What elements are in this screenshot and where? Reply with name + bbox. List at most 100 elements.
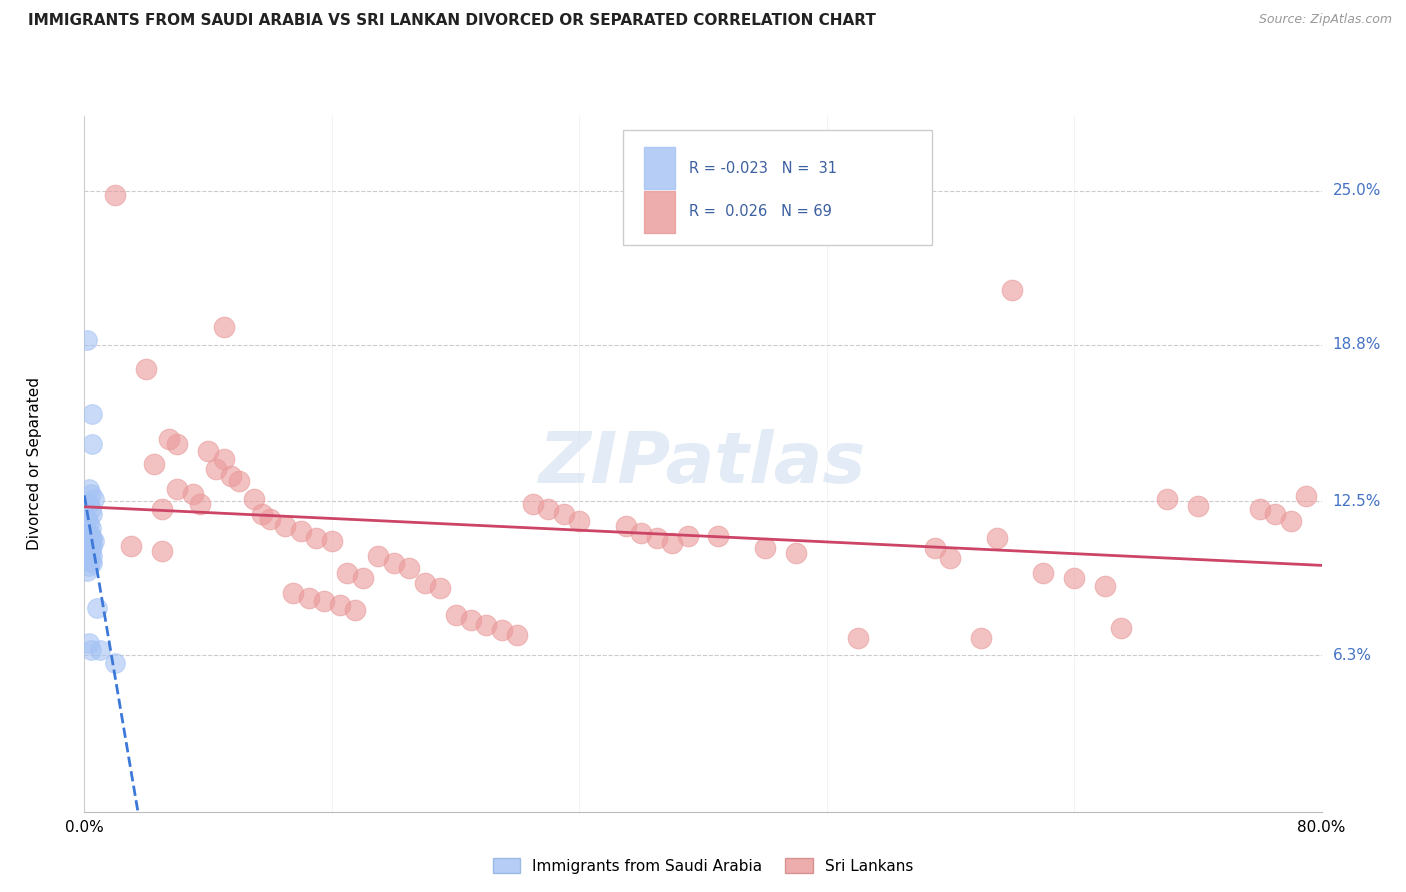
Point	[506, 628, 529, 642]
Point	[475, 618, 498, 632]
Point	[76, 564, 98, 578]
Point	[290, 524, 312, 538]
Point	[343, 603, 366, 617]
Point	[79, 486, 101, 500]
Point	[297, 591, 319, 605]
Point	[676, 529, 699, 543]
Point	[77, 551, 100, 566]
Point	[212, 451, 235, 466]
Point	[413, 576, 436, 591]
Point	[79, 501, 101, 516]
Point	[924, 541, 946, 556]
Point	[336, 566, 359, 581]
Point	[76, 511, 98, 525]
Point	[1032, 566, 1054, 581]
Text: Source: ZipAtlas.com: Source: ZipAtlas.com	[1258, 13, 1392, 27]
Point	[522, 497, 544, 511]
Point	[259, 511, 281, 525]
Point	[537, 501, 560, 516]
Point	[79, 554, 101, 568]
Point	[79, 536, 101, 550]
Point	[1001, 283, 1024, 297]
Point	[219, 469, 242, 483]
Point	[321, 533, 343, 548]
Point	[785, 546, 807, 560]
Text: 25.0%: 25.0%	[1333, 183, 1381, 198]
Point	[281, 586, 305, 600]
Point	[846, 631, 869, 645]
Point	[104, 188, 127, 202]
Point	[614, 519, 637, 533]
Point	[305, 532, 328, 546]
Point	[82, 556, 104, 570]
Point	[77, 636, 100, 650]
Point	[939, 551, 962, 566]
Point	[352, 571, 374, 585]
Point	[1109, 621, 1132, 635]
Point	[82, 532, 104, 546]
Text: 18.8%: 18.8%	[1333, 337, 1381, 352]
Point	[205, 462, 228, 476]
Point	[188, 497, 211, 511]
Point	[83, 533, 105, 548]
Point	[143, 457, 166, 471]
Point	[77, 558, 100, 573]
Point	[166, 437, 188, 451]
Point	[1249, 501, 1271, 516]
Point	[197, 444, 219, 458]
Point	[1156, 491, 1178, 506]
Point	[79, 529, 101, 543]
Point	[367, 549, 389, 563]
Point	[553, 507, 575, 521]
FancyBboxPatch shape	[623, 130, 932, 244]
Text: 6.3%: 6.3%	[1333, 648, 1372, 663]
Point	[89, 643, 111, 657]
Point	[82, 437, 104, 451]
Point	[444, 608, 467, 623]
Point	[166, 482, 188, 496]
Point	[754, 541, 776, 556]
Point	[274, 519, 297, 533]
Point	[382, 556, 405, 570]
Point	[1187, 499, 1209, 513]
Point	[82, 507, 104, 521]
Point	[181, 486, 204, 500]
Point	[460, 614, 482, 628]
Point	[159, 432, 180, 446]
Point	[150, 544, 173, 558]
Point	[328, 599, 352, 613]
Point	[86, 601, 108, 615]
Point	[79, 521, 101, 535]
Text: R =  0.026   N = 69: R = 0.026 N = 69	[689, 204, 832, 219]
Point	[243, 491, 266, 506]
Point	[82, 539, 104, 553]
Point	[250, 507, 273, 521]
Point	[79, 643, 101, 657]
Point	[212, 320, 235, 334]
Point	[83, 491, 105, 506]
Point	[1295, 489, 1317, 503]
Point	[986, 532, 1008, 546]
Point	[135, 362, 157, 376]
Point	[77, 526, 100, 541]
Point	[707, 529, 730, 543]
Text: Divorced or Separated: Divorced or Separated	[27, 377, 42, 550]
FancyBboxPatch shape	[644, 147, 675, 189]
Point	[120, 539, 142, 553]
Point	[77, 482, 100, 496]
Point	[77, 541, 100, 556]
Text: ZIPatlas: ZIPatlas	[540, 429, 866, 499]
Point	[79, 544, 101, 558]
Legend: Immigrants from Saudi Arabia, Sri Lankans: Immigrants from Saudi Arabia, Sri Lankan…	[486, 852, 920, 880]
Point	[1279, 514, 1302, 528]
Point	[630, 526, 652, 541]
Point	[82, 549, 104, 563]
Point	[228, 475, 250, 489]
Text: 12.5%: 12.5%	[1333, 493, 1381, 508]
Point	[1094, 579, 1116, 593]
Point	[661, 536, 683, 550]
Point	[491, 624, 513, 638]
FancyBboxPatch shape	[644, 191, 675, 233]
Point	[77, 497, 100, 511]
Point	[77, 516, 100, 531]
